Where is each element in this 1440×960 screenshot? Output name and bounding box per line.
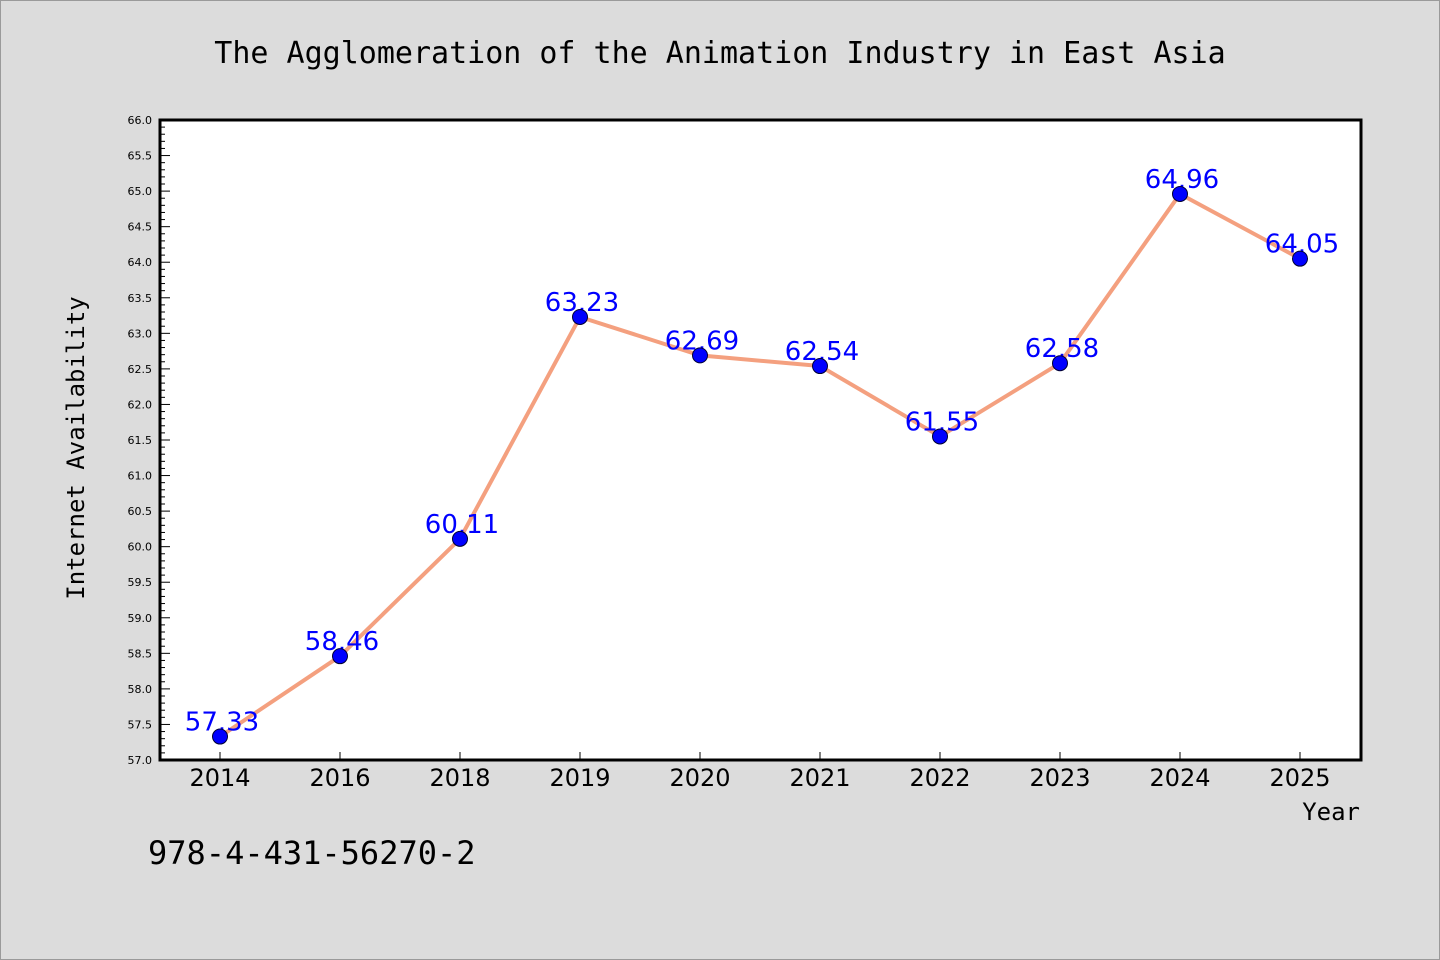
x-axis: 2014 2016 2018 2019 2020 2021 2022 2023 2024 2025 bbox=[189, 752, 1331, 792]
y-tick-label: 58.0 bbox=[128, 683, 153, 696]
y-tick-label: 59.5 bbox=[128, 576, 153, 589]
data-point bbox=[332, 648, 348, 665]
y-tick-label: 60.0 bbox=[128, 541, 153, 554]
x-tick-label: 2021 bbox=[789, 764, 850, 792]
y-tick-label: 64.5 bbox=[128, 221, 153, 234]
plot-area bbox=[160, 120, 1361, 760]
y-tick-label: 63.0 bbox=[128, 327, 153, 340]
x-tick-label: 2020 bbox=[669, 764, 730, 792]
x-tick-label: 2022 bbox=[909, 764, 970, 792]
chart-title: The Agglomeration of the Animation Indus… bbox=[214, 36, 1225, 71]
x-tick-label: 2024 bbox=[1149, 764, 1210, 792]
y-tick-label: 62.5 bbox=[128, 363, 153, 376]
x-tick-label: 2014 bbox=[189, 764, 250, 792]
y-tick-label: 57.0 bbox=[128, 754, 153, 767]
data-point bbox=[212, 728, 228, 745]
y-tick-label: 61.0 bbox=[128, 470, 153, 483]
y-tick-label: 61.5 bbox=[128, 434, 153, 447]
x-tick-label: 2019 bbox=[549, 764, 610, 792]
series-line bbox=[218, 191, 1301, 739]
data-point bbox=[452, 530, 468, 547]
y-axis-label: Internet Availability bbox=[62, 296, 90, 599]
data-point bbox=[812, 358, 828, 375]
data-point bbox=[1292, 250, 1308, 267]
y-tick-label: 63.5 bbox=[128, 292, 153, 305]
x-tick-label: 2023 bbox=[1029, 764, 1090, 792]
footnote-isbn: 978-4-431-56270-2 bbox=[148, 834, 476, 872]
data-point bbox=[572, 308, 588, 325]
data-point bbox=[692, 347, 708, 364]
x-tick-label: 2025 bbox=[1269, 764, 1330, 792]
y-tick-label: 58.5 bbox=[128, 647, 153, 660]
y-axis: 57.0 57.5 58.0 58.5 59.0 59.5 60.0 60.5 61.0 61.5… bbox=[128, 114, 170, 767]
y-tick-label: 64.0 bbox=[128, 256, 153, 269]
y-tick-label: 65.5 bbox=[128, 150, 153, 163]
y-tick-label: 57.5 bbox=[128, 718, 153, 731]
data-point bbox=[1052, 355, 1068, 372]
data-point bbox=[932, 428, 948, 445]
y-tick-label: 66.0 bbox=[128, 114, 153, 127]
y-tick-label: 62.0 bbox=[128, 398, 153, 411]
data-point bbox=[1172, 185, 1188, 202]
plot-border bbox=[158, 118, 1363, 762]
y-tick-label: 59.0 bbox=[128, 612, 153, 625]
x-axis-label: Year bbox=[1302, 798, 1360, 826]
y-tick-label: 60.5 bbox=[128, 505, 153, 518]
x-tick-label: 2016 bbox=[309, 764, 370, 792]
x-tick-label: 2018 bbox=[429, 764, 490, 792]
y-tick-label: 65.0 bbox=[128, 185, 153, 198]
